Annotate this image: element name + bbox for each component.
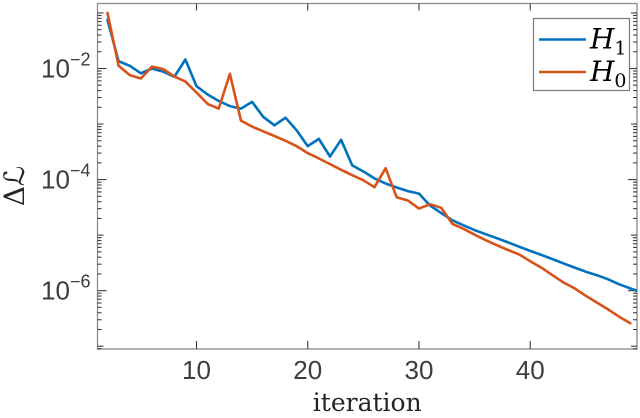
y-tick-label: 10−6 xyxy=(41,272,90,306)
y-axis-label: Δℒ xyxy=(0,166,31,206)
x-tick-label: 10 xyxy=(182,355,211,385)
legend-box xyxy=(532,17,631,92)
series-lines xyxy=(106,11,637,325)
legend-label-1: H1 xyxy=(589,23,627,60)
x-tick-label: 30 xyxy=(405,355,434,385)
y-tick-labels: 10−2 10−4 10−6 xyxy=(41,49,90,305)
axes-box xyxy=(96,2,638,350)
x-tick-label: 20 xyxy=(293,355,322,385)
x-tick-label: 40 xyxy=(516,355,545,385)
y-tick-label: 10−2 xyxy=(41,49,90,83)
x-axis-label: iteration xyxy=(313,388,422,417)
line-h_0 xyxy=(106,11,632,325)
line-h_1 xyxy=(106,18,637,293)
x-tick-labels: 10 20 30 40 xyxy=(182,355,545,385)
y-tick-label: 10−4 xyxy=(41,161,90,195)
legend-label-0: H0 xyxy=(589,55,627,92)
